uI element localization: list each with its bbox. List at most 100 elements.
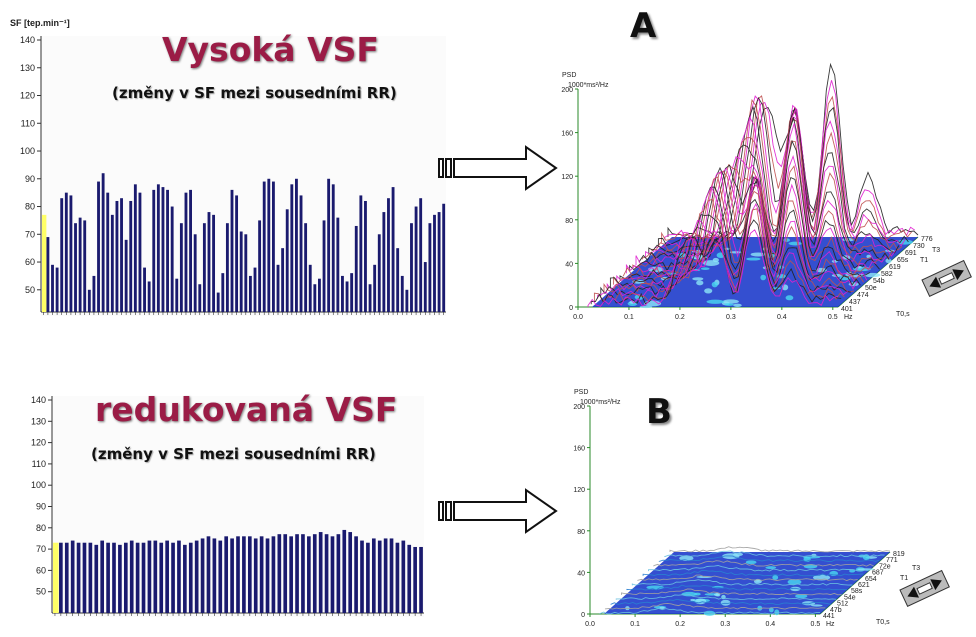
arrow-bottom <box>438 488 558 534</box>
spectrum-floor-spot <box>724 303 734 306</box>
spectrum-floor-spot <box>694 592 701 596</box>
bar <box>391 187 395 312</box>
spectrum-floor-spot <box>694 598 707 605</box>
bar <box>389 538 394 613</box>
bar <box>299 195 303 312</box>
bar <box>64 192 68 312</box>
bar <box>281 248 285 312</box>
depth-tick-label: 621 <box>858 582 870 589</box>
bar <box>70 540 75 613</box>
bar <box>419 198 423 312</box>
x-tick-label: 0.5 <box>811 621 821 628</box>
spectrum-floor-spot <box>785 295 794 301</box>
bar <box>120 198 123 312</box>
spectrum-a-chart: PSD 1000*ms²/Hz 0 40 80 120 160 200 0.0 0.1 0.2 0.3… <box>561 62 972 321</box>
rotation-control-right <box>952 269 964 281</box>
y-tick-label: 160 <box>561 131 573 138</box>
bar <box>360 540 364 613</box>
spectrum-ridge <box>642 570 864 577</box>
x-tick-label: 0.3 <box>726 314 736 321</box>
bar <box>336 534 341 613</box>
high-hrv-bar-panel: 50 60 70 80 90 100 110 120 130 140 SF [tep.min⁻¹] … <box>0 0 450 320</box>
spectrum-a-panel: PSD 1000*ms²/Hz 0 40 80 120 160 200 0.0 0.1 0.2 0.3… <box>550 0 976 330</box>
depth-tick-label: 819 <box>893 551 905 558</box>
spectrum-ridge <box>609 178 861 288</box>
bar <box>171 542 175 613</box>
bar <box>341 275 344 312</box>
bar <box>83 220 87 312</box>
depth-tick-label: 771 <box>886 557 898 564</box>
bar <box>112 542 116 613</box>
bar <box>239 231 243 312</box>
bar <box>242 536 246 613</box>
spectrum-ridge <box>603 190 855 293</box>
bar <box>371 538 376 613</box>
spectrum-ridge <box>653 560 874 567</box>
bar <box>59 542 63 613</box>
spectrum-ridge <box>637 574 858 582</box>
bar <box>294 178 298 312</box>
psd-unit-label: 1000*ms²/Hz <box>568 82 609 89</box>
bar <box>318 278 321 312</box>
spectrum-floor-spot <box>801 601 816 606</box>
bar <box>295 534 299 613</box>
y-tick-label: 60 <box>25 257 35 267</box>
spectrum-ridge <box>597 202 848 299</box>
bar <box>236 536 240 613</box>
bar <box>354 536 358 613</box>
bar <box>175 278 179 312</box>
spectrum-ridge <box>587 229 839 307</box>
bar <box>382 212 386 312</box>
y-tick-label: 200 <box>573 404 585 411</box>
x-tick-label: 0.1 <box>630 621 640 628</box>
bar <box>189 189 193 312</box>
bar <box>64 542 69 613</box>
bar <box>207 212 211 312</box>
bar <box>166 189 169 312</box>
bar <box>82 542 87 613</box>
spectrum-floor-spot <box>765 566 777 570</box>
y-tick-label: 90 <box>36 502 46 512</box>
t3-label: T3 <box>932 247 940 254</box>
bar <box>51 264 54 312</box>
bar <box>193 234 197 312</box>
bar <box>55 267 59 312</box>
bar <box>92 275 96 312</box>
bar <box>230 189 234 312</box>
bar <box>324 534 329 613</box>
bar <box>414 206 418 312</box>
spectrum-ridge <box>648 565 869 572</box>
depth-tick-label: 58s <box>851 588 863 595</box>
spectrum-floor-spot <box>772 575 779 580</box>
y-tick-label: 50 <box>36 587 46 597</box>
arrow-top-icon <box>438 145 558 191</box>
y-tick-label: 90 <box>25 174 35 184</box>
spectrum-floor-spot <box>690 598 696 602</box>
depth-tick-label: 47b <box>830 607 842 614</box>
y-tick-label: 40 <box>565 261 573 268</box>
bar <box>373 264 377 312</box>
bar <box>118 544 122 613</box>
bar <box>147 281 151 312</box>
depth-tick-label: 437 <box>849 299 861 306</box>
rotation-control-icon <box>899 569 950 607</box>
bar <box>413 546 417 613</box>
bar <box>308 264 312 312</box>
bar <box>366 542 370 613</box>
bar <box>377 234 381 312</box>
bar <box>253 538 258 613</box>
x-tick-label: 0.2 <box>675 621 685 628</box>
spectrum-ridge <box>621 588 842 596</box>
bar <box>307 536 311 613</box>
x-tick-label: 0.0 <box>585 621 595 628</box>
bar <box>400 275 404 312</box>
depth-tick-label: 54e <box>844 594 856 601</box>
reduced-hrv-title: redukovaná VSF <box>95 390 398 429</box>
spectrum-ridge <box>661 95 912 243</box>
arrow-top <box>438 145 558 191</box>
bar <box>359 195 363 312</box>
spectrum-floor-spot <box>692 277 704 281</box>
bar <box>183 544 187 613</box>
bar <box>377 540 382 613</box>
y-tick-label: 120 <box>573 487 585 494</box>
